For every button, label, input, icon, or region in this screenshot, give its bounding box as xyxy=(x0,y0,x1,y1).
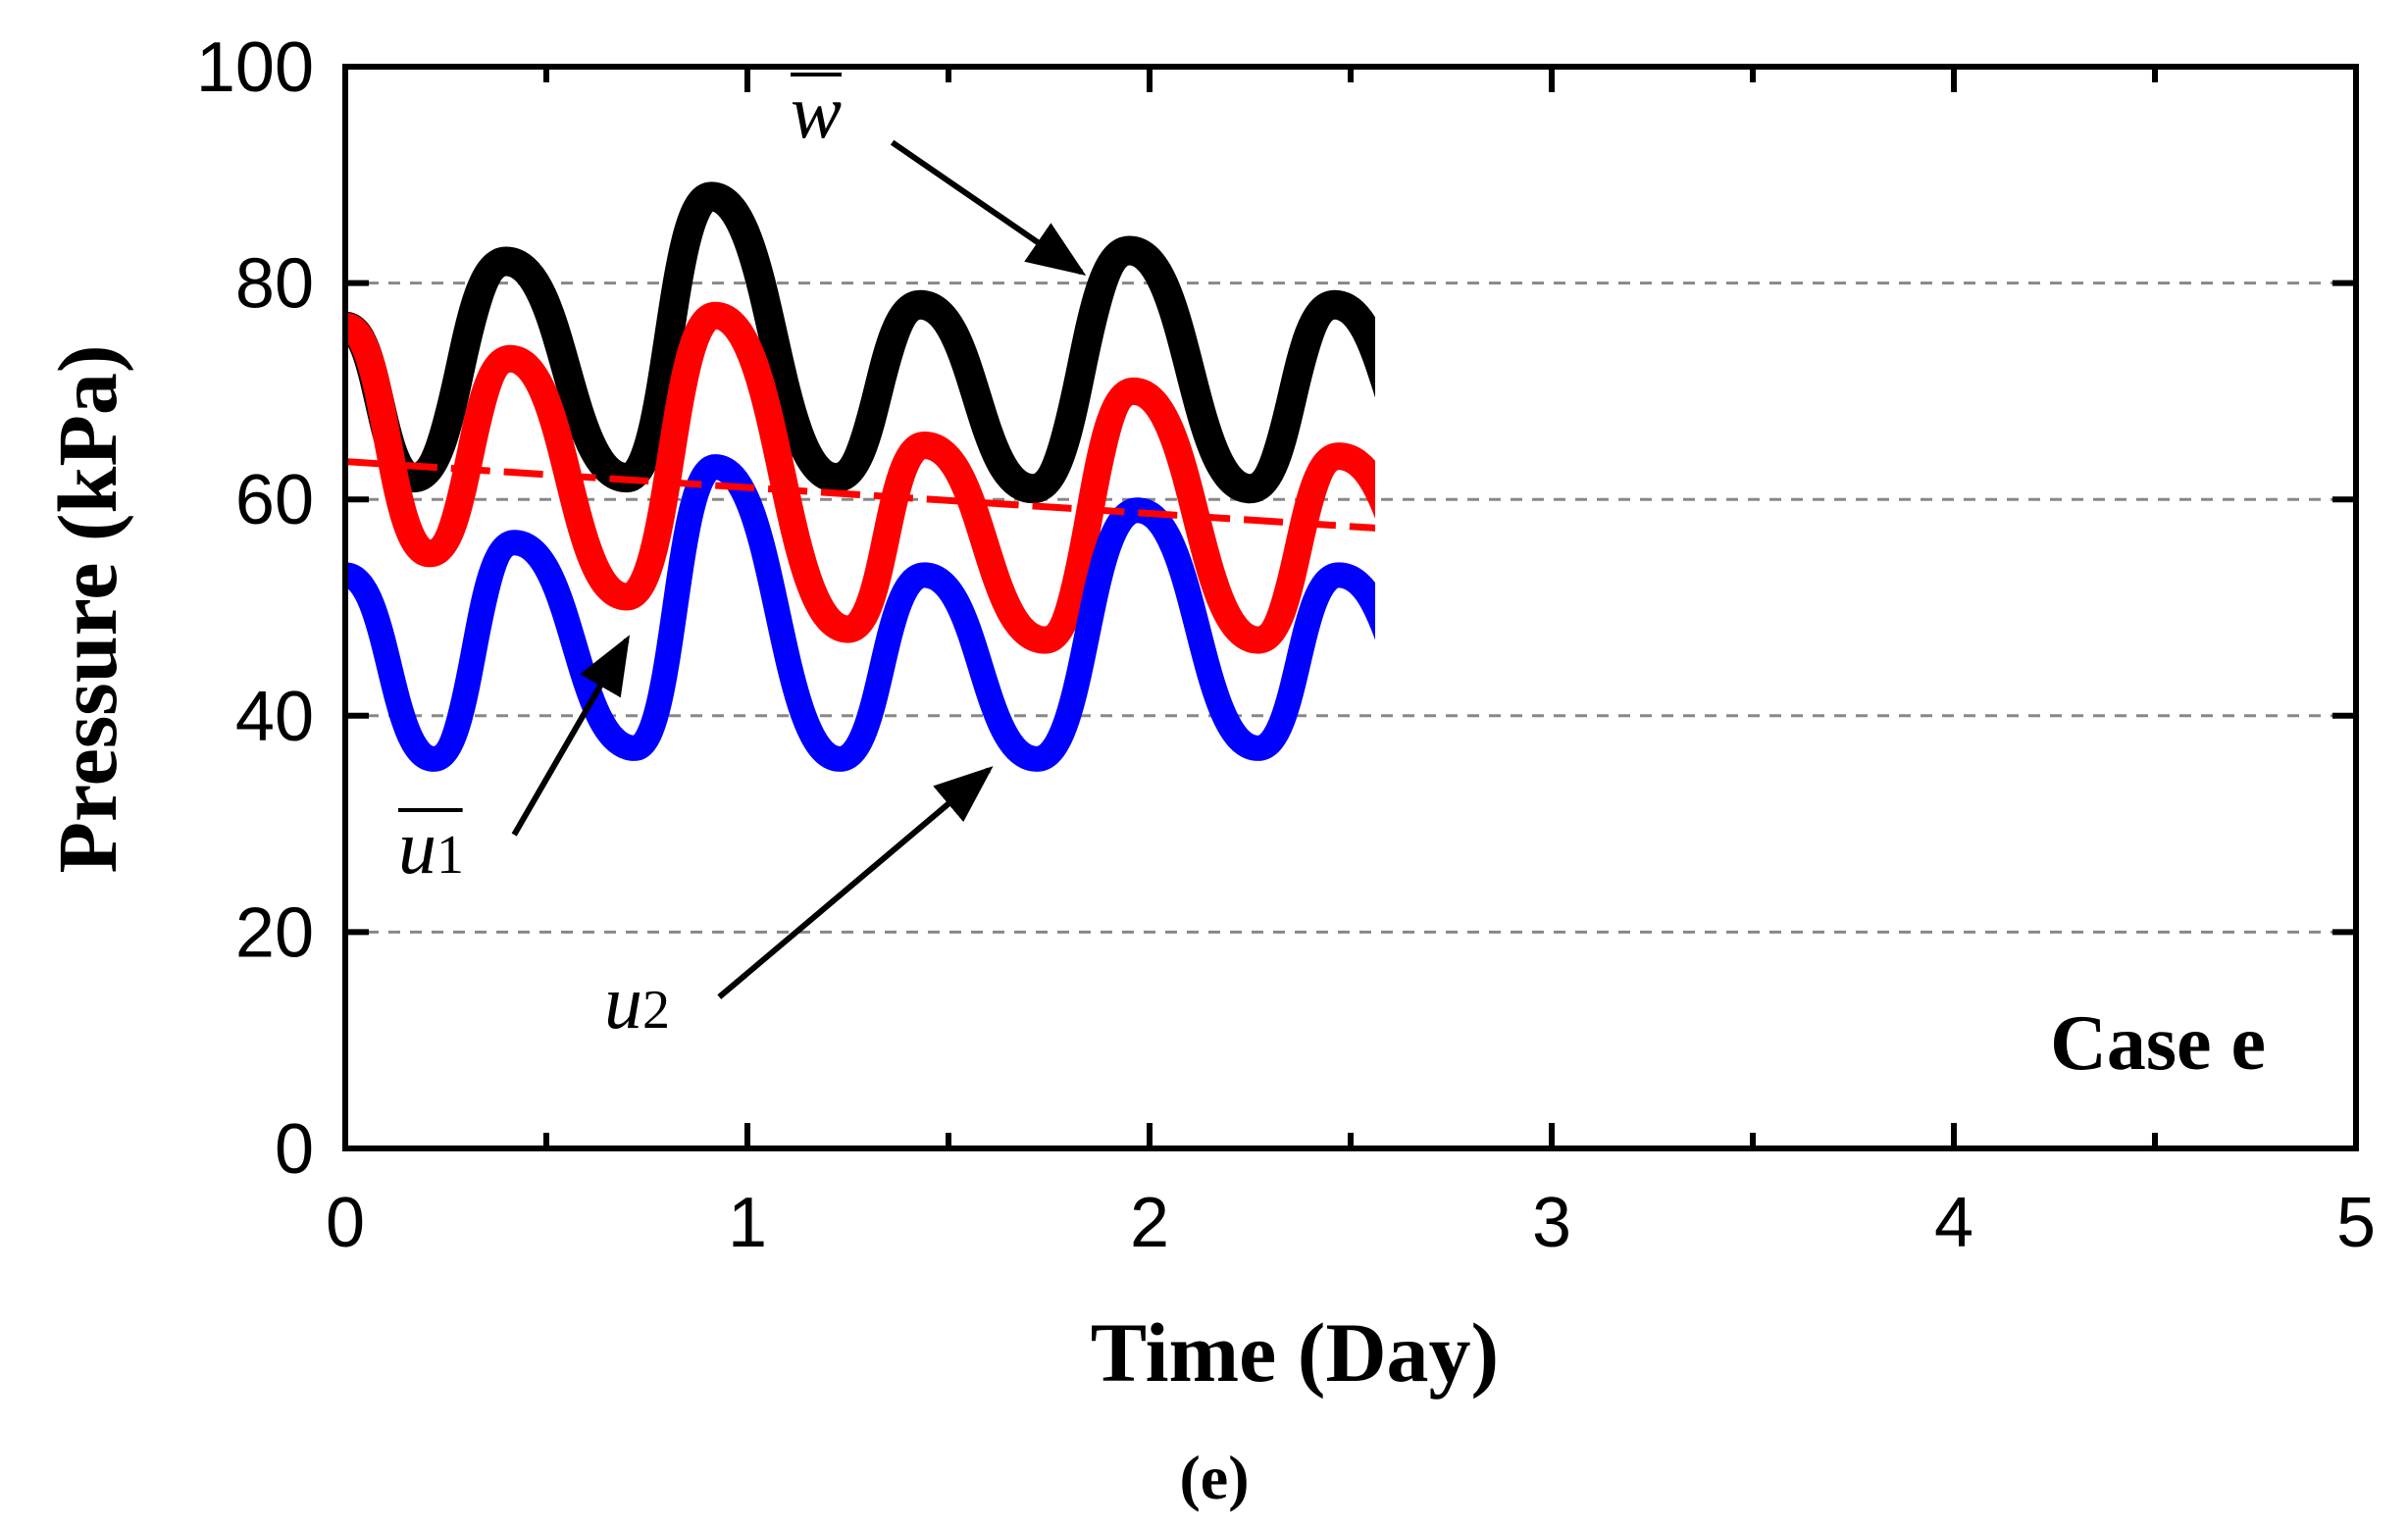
series-w-point-7 xyxy=(1030,485,1037,492)
series-u2-point-6 xyxy=(921,572,928,579)
series-u2-point-4 xyxy=(712,464,719,471)
x-tick-label-4: 4 xyxy=(1934,1184,1973,1262)
series-u1-point-18 xyxy=(2164,507,2170,513)
series-w-point-4 xyxy=(708,193,715,200)
series-u1-point-3 xyxy=(624,593,630,600)
series-u2-point-9 xyxy=(1255,744,1261,751)
axis-ticks: 0 20 40 60 80 100 0 1 2 3 4 5 xyxy=(196,28,2376,1262)
series-w-point-14 xyxy=(1746,334,1752,340)
series-u2-point-11 xyxy=(1440,713,1446,719)
series-lines xyxy=(345,181,2286,772)
series-u1-point-1 xyxy=(427,550,434,557)
y-tick-label-0: 0 xyxy=(275,1110,314,1189)
series-u2-point-7 xyxy=(1034,755,1041,762)
series-u2-point-16 xyxy=(1947,550,1953,556)
arrow-w xyxy=(890,139,1087,276)
y-axis-title: Pressure (kPa) xyxy=(40,344,134,873)
series-u1-point-16 xyxy=(1951,442,1957,448)
series-w-point-13 xyxy=(1658,475,1664,481)
series-u2-point-13 xyxy=(1658,735,1664,740)
series-w-point-12 xyxy=(1537,259,1543,265)
series-label-u1: u1 xyxy=(398,804,464,890)
y-tick-label-100: 100 xyxy=(196,28,314,107)
y-tick-label-20: 20 xyxy=(235,893,314,972)
x-tick-label-1: 1 xyxy=(728,1184,767,1262)
x-tick-label-3: 3 xyxy=(1532,1184,1571,1262)
series-label-u2-subscript: 2 xyxy=(642,980,670,1041)
series-w-point-11 xyxy=(1436,464,1442,470)
series-w-point-1 xyxy=(410,475,417,482)
series-u2-point-3 xyxy=(632,744,639,751)
series-label-u2: u2 xyxy=(604,959,670,1044)
y-tick-label-80: 80 xyxy=(235,245,314,324)
series-label-u2-name: u xyxy=(604,959,642,1044)
series-u2-point-5 xyxy=(837,755,844,762)
series-label-w: w xyxy=(791,69,842,154)
series-u1-point-5 xyxy=(845,626,851,633)
series-u2-line xyxy=(345,454,1375,772)
series-u1-point-13 xyxy=(1665,627,1671,633)
series-u2-point-10 xyxy=(1335,572,1342,579)
series-u1-point-14 xyxy=(1750,475,1756,481)
series-u2-point-17 xyxy=(2075,745,2081,751)
series-w-point-10 xyxy=(1331,301,1338,308)
series-u2-point-2 xyxy=(511,539,518,546)
series-u1-point-17 xyxy=(2075,637,2081,643)
y-tick-label-40: 40 xyxy=(235,678,314,756)
series-w-point-19 xyxy=(2280,475,2286,481)
series-label-u1-subscript: 1 xyxy=(436,825,464,886)
series-w-point-6 xyxy=(917,301,924,308)
series-u1-point-11 xyxy=(1449,605,1455,611)
x-tick-label-0: 0 xyxy=(326,1184,365,1262)
series-w-line xyxy=(345,181,1375,504)
series-u1-point-12 xyxy=(1541,399,1547,405)
x-axis-title: Time (Day) xyxy=(1091,1305,1499,1400)
x-tick-label-2: 2 xyxy=(1130,1184,1169,1262)
series-u1-point-9 xyxy=(1255,637,1261,643)
series-u2-point-18 xyxy=(2160,616,2166,622)
series-u2-point-19 xyxy=(2280,724,2286,730)
series-u2-point-15 xyxy=(1851,713,1857,719)
arrow-u2 xyxy=(717,766,994,999)
series-w-point-8 xyxy=(1126,247,1133,254)
series-u1-line xyxy=(345,301,1375,654)
series-u1-point-6 xyxy=(921,442,928,449)
arrow-u1 xyxy=(511,635,631,837)
series-u1-point-15 xyxy=(1863,605,1869,611)
series-u2-point-1 xyxy=(431,755,437,762)
series-u1-point-2 xyxy=(507,355,514,362)
series-w-point-16 xyxy=(1951,302,1957,308)
series-w-point-15 xyxy=(1851,464,1857,470)
series-label-u1-name: u xyxy=(398,804,436,890)
series-u2-point-14 xyxy=(1746,593,1752,599)
series-u2-point-12 xyxy=(1537,518,1543,524)
series-w-point-2 xyxy=(503,258,509,265)
x-tick-label-5: 5 xyxy=(2336,1184,2376,1262)
series-u1-point-4 xyxy=(712,312,719,319)
series-u1-point-19 xyxy=(2280,616,2286,622)
series-u1-point-10 xyxy=(1335,453,1342,460)
series-label-w-name: w xyxy=(791,69,842,154)
series-trend-line xyxy=(345,458,1375,532)
series-w-point-18 xyxy=(2160,367,2166,373)
series-w-point-17 xyxy=(2072,485,2077,491)
series-w-point-5 xyxy=(833,475,840,482)
case-label: Case e xyxy=(2050,1000,2266,1087)
series-w-point-9 xyxy=(1247,485,1254,492)
y-tick-label-60: 60 xyxy=(235,461,314,539)
figure-caption: (e) xyxy=(1179,1443,1249,1512)
series-u1-point-8 xyxy=(1130,387,1137,394)
series-u1-point-7 xyxy=(1042,637,1049,643)
gridlines xyxy=(345,281,2356,934)
